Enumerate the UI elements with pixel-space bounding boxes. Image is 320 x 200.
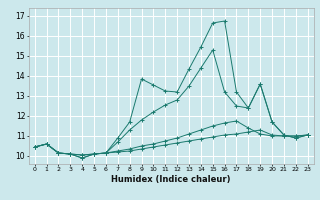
X-axis label: Humidex (Indice chaleur): Humidex (Indice chaleur) — [111, 175, 231, 184]
